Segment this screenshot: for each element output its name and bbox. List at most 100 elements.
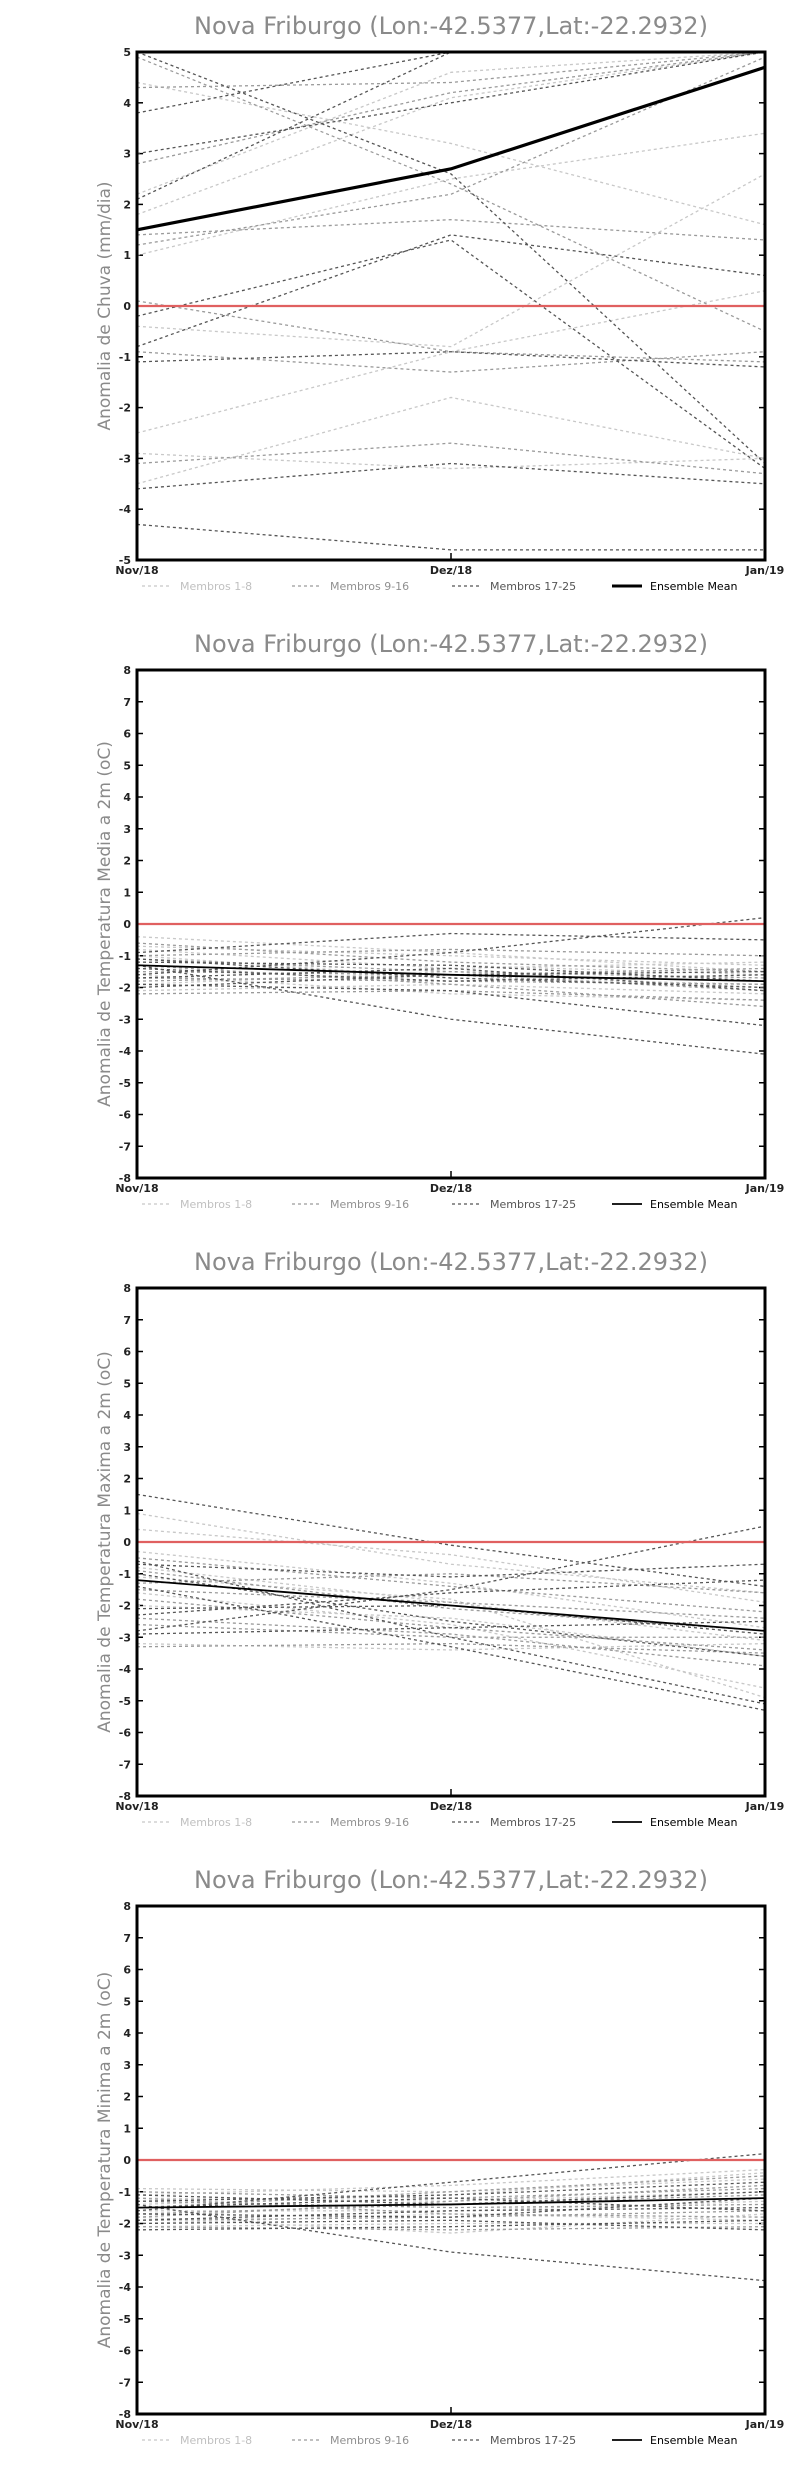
y-tick-label: -5 (119, 554, 131, 567)
legend-label: Membros 1-8 (180, 2434, 252, 2447)
x-tick-label: Jan/19 (745, 1800, 785, 1813)
y-tick-label: 0 (123, 300, 131, 313)
member-line-19 (136, 523, 765, 551)
chart-title: Nova Friburgo (Lon:-42.5377,Lat:-22.2932… (194, 630, 708, 658)
legend-label: Membros 1-8 (180, 1198, 252, 1211)
legend-label: Membros 17-25 (490, 580, 576, 593)
y-tick-label: 1 (123, 1504, 131, 1517)
member-line-8 (136, 81, 766, 226)
y-tick-label: 4 (123, 1409, 131, 1422)
member-line-18 (136, 1525, 766, 1632)
x-tick-label: Dez/18 (430, 1182, 472, 1195)
legend-label: Ensemble Mean (650, 580, 737, 593)
member-line-15 (136, 2197, 766, 2218)
y-tick-label: 0 (123, 1536, 131, 1549)
legend-label: Ensemble Mean (650, 2434, 737, 2447)
y-tick-label: -3 (119, 452, 131, 465)
member-line-16 (136, 1588, 766, 1619)
y-tick-label: 5 (123, 46, 131, 59)
member-line-25 (136, 967, 766, 992)
member-line-14 (136, 948, 766, 957)
member-line-16 (136, 2184, 766, 2218)
y-tick-label: -5 (119, 2313, 131, 2326)
y-tick-label: 5 (123, 1377, 131, 1390)
member-line-12 (136, 442, 766, 475)
member-line-24 (136, 967, 766, 982)
y-tick-label: 8 (123, 1282, 131, 1295)
member-line-10 (136, 942, 766, 973)
y-tick-label: -4 (119, 1045, 132, 1058)
member-line-10 (136, 56, 766, 246)
y-tick-label: -1 (119, 1568, 131, 1581)
y-tick-label: 0 (123, 918, 131, 931)
y-tick-label: -6 (119, 1109, 132, 1122)
y-tick-label: -4 (119, 2281, 132, 2294)
member-line-24 (136, 2197, 766, 2212)
plot-frame (135, 50, 767, 562)
ensemble-mean-line (136, 2197, 766, 2209)
y-tick-label: 3 (123, 823, 131, 836)
y-tick-label: 5 (123, 1995, 131, 2008)
chart-svg: Nova Friburgo (Lon:-42.5377,Lat:-22.2932… (95, 1248, 785, 1829)
y-tick-label: -3 (119, 1013, 131, 1026)
member-line-13 (136, 1573, 766, 1594)
member-line-23 (136, 1620, 766, 1635)
chart-panel-3: Nova Friburgo (Lon:-42.5377,Lat:-22.2932… (0, 1236, 800, 1854)
member-line-18 (136, 917, 766, 976)
x-tick-label: Dez/18 (430, 2418, 472, 2431)
y-tick-label: -1 (119, 2186, 131, 2199)
y-tick-label: -8 (119, 1172, 131, 1185)
legend-label: Membros 1-8 (180, 1816, 252, 1829)
y-tick-label: -7 (119, 2376, 131, 2389)
y-tick-label: -1 (119, 351, 131, 364)
x-tick-label: Dez/18 (430, 564, 472, 577)
ensemble-mean-line (136, 1579, 766, 1632)
member-line-2 (136, 173, 766, 348)
member-line-21 (136, 239, 766, 470)
member-line-18 (136, 234, 766, 348)
legend-label: Membros 9-16 (330, 2434, 409, 2447)
member-line-19 (136, 2206, 766, 2221)
member-line-15 (136, 1617, 766, 1667)
member-line-5 (136, 1550, 766, 1629)
member-line-22 (136, 2181, 766, 2202)
legend-label: Ensemble Mean (650, 1816, 737, 1829)
member-line-13 (136, 2226, 766, 2231)
plot-frame (135, 1286, 767, 1798)
member-line-5 (136, 974, 766, 1001)
member-line-12 (136, 1642, 766, 1654)
y-tick-label: -3 (119, 2249, 131, 2262)
y-tick-label: -5 (119, 1695, 131, 1708)
member-line-10 (136, 1557, 766, 1613)
y-tick-label: 6 (123, 728, 131, 741)
y-tick-label: 6 (123, 1346, 131, 1359)
ensemble-mean-line (136, 964, 766, 983)
x-tick-label: Nov/18 (115, 2418, 158, 2431)
y-tick-label: 3 (123, 148, 131, 161)
y-axis-label: Anomalia de Chuva (mm/dia) (95, 181, 115, 430)
member-line-7 (136, 2222, 765, 2228)
y-tick-label: -8 (119, 1790, 131, 1803)
member-line-23 (136, 2197, 766, 2218)
x-tick-label: Nov/18 (115, 1800, 158, 1813)
member-line-15 (136, 964, 766, 1008)
member-line-25 (136, 51, 766, 464)
member-line-21 (136, 1573, 766, 1657)
member-line-19 (136, 983, 766, 1027)
member-line-21 (136, 961, 766, 982)
y-axis-label: Anomalia de Temperatura Minima a 2m (oC) (95, 1972, 115, 2349)
y-tick-label: 1 (123, 2122, 131, 2135)
ensemble-mean-line (136, 65, 766, 232)
x-tick-label: Jan/19 (745, 2418, 785, 2431)
legend-label: Membros 1-8 (180, 580, 252, 593)
member-line-20 (136, 1579, 766, 1616)
y-tick-label: -6 (119, 1727, 132, 1740)
member-line-4 (136, 396, 766, 485)
member-line-9 (136, 51, 766, 89)
y-tick-label: 0 (123, 2154, 131, 2167)
plot-frame (135, 668, 767, 1180)
member-line-6 (136, 452, 766, 470)
chart-panel-2: Nova Friburgo (Lon:-42.5377,Lat:-22.2932… (0, 618, 800, 1236)
y-tick-label: -5 (119, 1077, 131, 1090)
member-line-6 (136, 1604, 766, 1657)
